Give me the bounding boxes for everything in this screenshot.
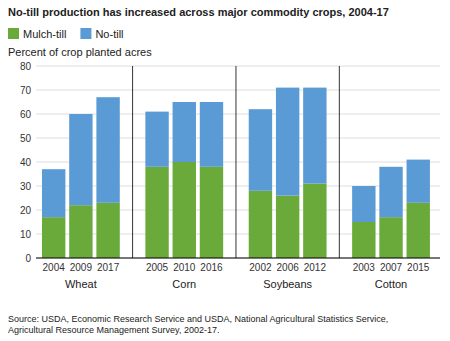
chart: No-till production has increased across … xyxy=(0,0,450,341)
y-tick-label: 20 xyxy=(20,205,32,216)
source: Source: USDA, Economic Research Service … xyxy=(8,314,388,335)
bar xyxy=(200,167,223,258)
y-tick-label: 10 xyxy=(20,229,32,240)
x-tick-label: 2004 xyxy=(43,262,66,273)
bar xyxy=(303,184,326,258)
y-tick-label: 80 xyxy=(20,61,32,72)
source-line: Source: USDA, Economic Research Service … xyxy=(8,314,388,324)
legend-swatch xyxy=(80,28,91,39)
bar xyxy=(200,102,223,167)
x-tick-label: 2009 xyxy=(70,262,93,273)
x-tick-label: 2016 xyxy=(200,262,223,273)
group-label: Corn xyxy=(172,278,196,290)
bar xyxy=(352,222,375,258)
x-tick-label: 2005 xyxy=(146,262,169,273)
grid xyxy=(36,66,440,258)
grid-line xyxy=(36,66,440,67)
bar xyxy=(249,109,272,191)
x-tick-label: 2006 xyxy=(277,262,300,273)
y-tick-label: 50 xyxy=(20,133,32,144)
bar xyxy=(303,88,326,184)
legend-label: No-till xyxy=(95,28,123,40)
x-tick-label: 2015 xyxy=(407,262,430,273)
bar xyxy=(96,97,119,203)
y-tick-label: 0 xyxy=(25,253,31,264)
bar xyxy=(249,191,272,258)
x-tick-label: 2003 xyxy=(353,262,376,273)
group-label: Cotton xyxy=(375,278,407,290)
bar xyxy=(379,217,402,258)
bar xyxy=(352,186,375,222)
group-divider xyxy=(235,66,236,258)
grid-line xyxy=(36,90,440,91)
bar xyxy=(173,102,196,162)
legend-swatch xyxy=(8,28,19,39)
legend-label: Mulch-till xyxy=(23,28,66,40)
y-label: Percent of crop planted acres xyxy=(8,46,152,58)
source-line: Agricultural Resource Management Survey,… xyxy=(8,325,219,335)
bar xyxy=(407,203,430,258)
x-tick-label: 2017 xyxy=(97,262,120,273)
bar xyxy=(173,162,196,258)
y-tick-label: 60 xyxy=(20,109,32,120)
group-label: Wheat xyxy=(65,278,97,290)
y-tick-label: 70 xyxy=(20,85,32,96)
bar xyxy=(69,205,92,258)
group-divider xyxy=(339,66,340,258)
x-tick-label: 2002 xyxy=(249,262,272,273)
legend: Mulch-till No-till xyxy=(8,28,124,40)
bar xyxy=(379,167,402,217)
bar xyxy=(69,114,92,205)
bar xyxy=(145,167,168,258)
grid-line xyxy=(36,258,440,259)
x-tick-label: 2012 xyxy=(304,262,327,273)
title: No-till production has increased across … xyxy=(8,6,389,18)
y-tick-label: 30 xyxy=(20,181,32,192)
bar xyxy=(96,203,119,258)
bar xyxy=(407,160,430,203)
bar xyxy=(42,169,65,217)
x-tick-label: 2007 xyxy=(380,262,403,273)
x-axis-line xyxy=(36,258,440,259)
bar xyxy=(145,112,168,167)
group-divider xyxy=(132,66,133,258)
bar xyxy=(276,196,299,258)
bar xyxy=(42,217,65,258)
group-label: Soybeans xyxy=(263,278,312,290)
x-tick-label: 2010 xyxy=(173,262,196,273)
bar xyxy=(276,88,299,196)
y-tick-label: 40 xyxy=(20,157,32,168)
